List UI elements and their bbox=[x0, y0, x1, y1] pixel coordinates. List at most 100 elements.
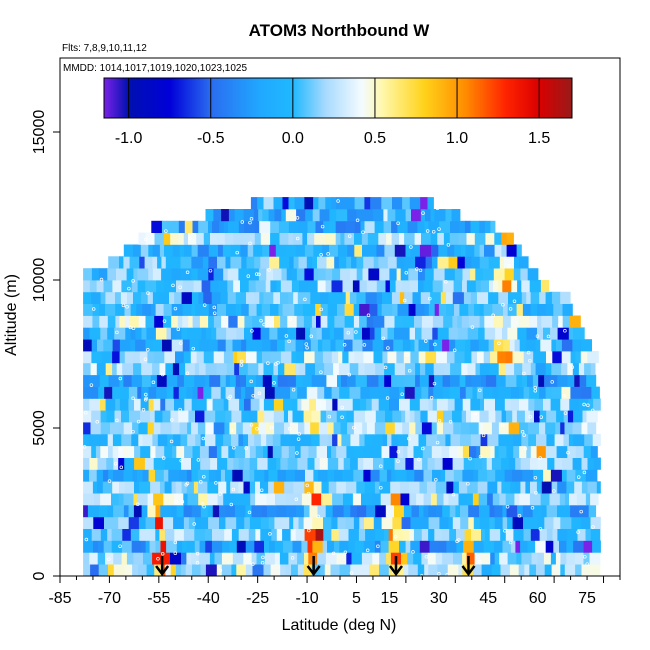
heat-cell bbox=[345, 220, 356, 233]
heat-cell bbox=[495, 398, 506, 411]
heat-cell bbox=[277, 469, 287, 482]
heat-cell bbox=[266, 493, 276, 506]
sample-marker bbox=[583, 554, 587, 559]
heat-cell bbox=[90, 422, 102, 435]
heat-cell bbox=[346, 552, 352, 565]
heat-cell bbox=[168, 280, 177, 293]
heat-cell bbox=[467, 362, 476, 376]
heat-cell bbox=[503, 339, 511, 352]
heat-cell bbox=[372, 433, 384, 447]
heat-cell bbox=[365, 528, 376, 541]
heat-cell bbox=[89, 457, 99, 470]
heat-cell bbox=[494, 232, 502, 245]
heat-cell bbox=[422, 457, 429, 470]
heat-cell bbox=[553, 303, 564, 316]
heat-cell bbox=[500, 528, 507, 541]
sample-marker bbox=[162, 319, 167, 323]
heat-cell bbox=[234, 493, 241, 506]
heat-cell bbox=[250, 232, 256, 245]
sample-marker bbox=[566, 450, 570, 455]
heat-cell bbox=[269, 540, 276, 553]
heat-cell bbox=[165, 256, 173, 269]
heat-cell bbox=[516, 303, 524, 316]
heat-cell bbox=[152, 256, 158, 269]
heat-cell bbox=[174, 398, 185, 411]
heat-cell bbox=[450, 433, 461, 447]
heat-cell bbox=[318, 197, 326, 210]
heat-cell bbox=[533, 351, 541, 364]
heat-cell bbox=[90, 564, 100, 576]
heat-cell bbox=[475, 362, 481, 376]
heat-cell bbox=[173, 386, 180, 399]
heat-cell bbox=[171, 268, 181, 281]
heat-cell bbox=[192, 220, 199, 233]
heat-cell bbox=[428, 505, 437, 518]
heat-cell bbox=[375, 505, 387, 518]
heat-cell bbox=[274, 422, 285, 435]
heat-cell bbox=[302, 232, 308, 245]
heat-cell bbox=[109, 516, 119, 529]
heat-cell bbox=[567, 374, 575, 387]
heat-cell bbox=[327, 457, 339, 470]
heat-cell bbox=[128, 398, 135, 411]
heat-cell bbox=[205, 540, 213, 553]
heat-cell bbox=[159, 528, 166, 541]
heat-cell bbox=[331, 445, 337, 458]
heat-cell bbox=[210, 280, 219, 293]
sample-marker bbox=[180, 500, 185, 504]
heat-cell bbox=[516, 410, 526, 423]
heat-cell bbox=[354, 232, 363, 245]
heat-cell bbox=[439, 220, 451, 233]
heat-cell bbox=[171, 422, 181, 435]
heat-cell bbox=[571, 516, 582, 529]
heat-cell bbox=[350, 505, 358, 518]
heat-cell bbox=[299, 362, 306, 376]
heat-cell bbox=[477, 291, 489, 304]
heat-cell bbox=[216, 362, 228, 376]
heat-cell bbox=[295, 528, 306, 541]
sample-marker bbox=[309, 334, 314, 339]
heat-cell bbox=[205, 564, 218, 576]
heat-cell bbox=[273, 268, 283, 281]
heat-cell bbox=[257, 197, 265, 210]
heat-cell bbox=[471, 528, 482, 541]
heat-cell bbox=[478, 327, 486, 340]
heat-cell bbox=[546, 433, 556, 447]
heat-cell bbox=[131, 374, 143, 387]
heat-cell bbox=[524, 564, 530, 576]
heat-cell bbox=[246, 291, 255, 304]
heat-cell bbox=[297, 386, 308, 399]
heat-cell bbox=[131, 280, 139, 293]
heat-cell bbox=[173, 433, 182, 447]
heat-cell bbox=[399, 232, 405, 245]
heat-cell bbox=[549, 374, 558, 387]
heat-cell bbox=[362, 422, 368, 435]
heat-cell bbox=[494, 445, 500, 458]
heat-cell bbox=[261, 303, 271, 316]
heat-cell bbox=[231, 433, 239, 447]
heat-cell bbox=[280, 351, 292, 364]
heat-cell bbox=[517, 280, 522, 293]
heat-cell bbox=[536, 481, 543, 494]
heat-cell bbox=[461, 315, 470, 328]
heat-cell bbox=[223, 398, 229, 411]
heat-cell bbox=[380, 386, 391, 399]
heat-cell bbox=[220, 469, 226, 482]
heat-cell bbox=[264, 469, 269, 482]
heat-cell bbox=[352, 398, 361, 411]
heat-cell bbox=[373, 315, 385, 328]
sample-marker bbox=[246, 274, 251, 278]
heat-cell bbox=[163, 469, 169, 482]
heat-cell bbox=[199, 339, 210, 352]
heat-cell bbox=[252, 315, 261, 328]
heat-cell bbox=[221, 564, 232, 576]
heat-cell bbox=[438, 244, 448, 257]
heat-cell bbox=[353, 516, 360, 529]
heat-cell bbox=[414, 232, 422, 245]
heat-cell bbox=[119, 374, 124, 387]
heat-cell bbox=[155, 505, 161, 518]
heat-cell bbox=[107, 315, 116, 328]
sample-marker bbox=[379, 485, 383, 490]
heat-cell bbox=[465, 244, 475, 257]
heat-cell bbox=[454, 351, 466, 364]
